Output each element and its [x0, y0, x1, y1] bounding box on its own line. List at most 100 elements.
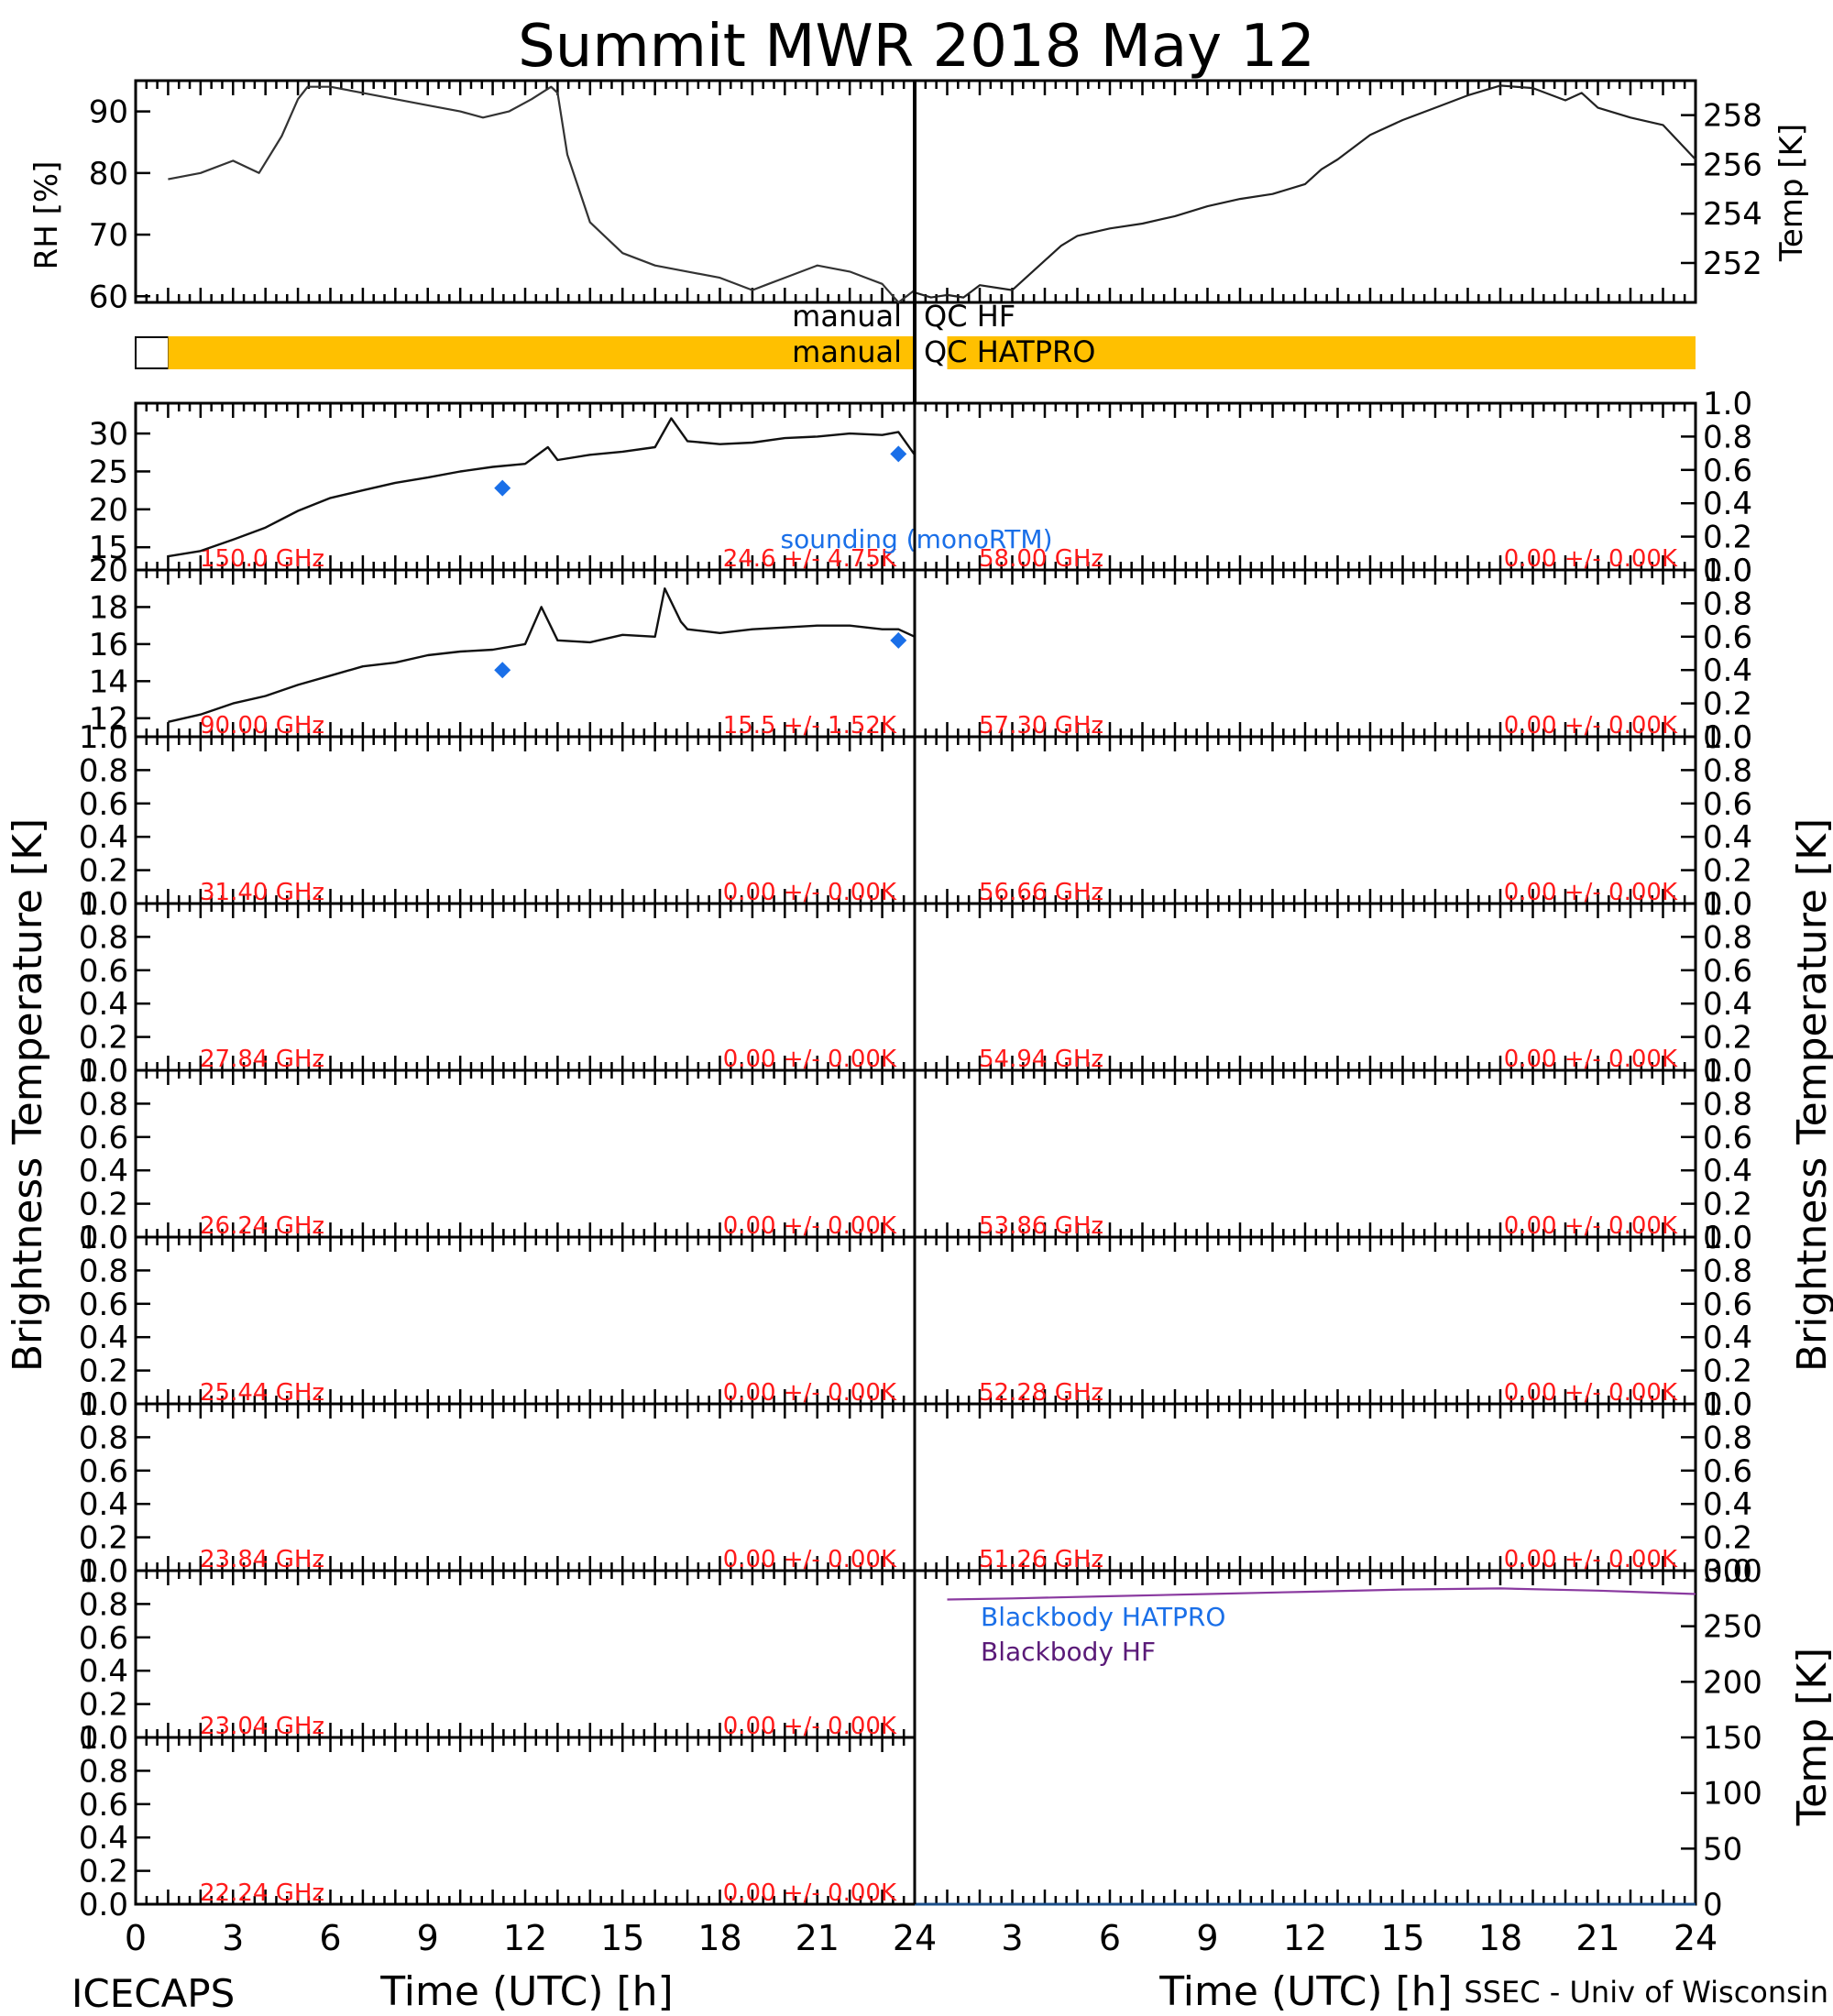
x-tick-label-right: 18: [1478, 1918, 1522, 1958]
y-tick-label: 100: [1703, 1776, 1762, 1813]
y-tick-label: 1.0: [1703, 1053, 1752, 1090]
y-tick-label: 1.0: [79, 886, 128, 923]
ylabel-tb-right: Brightness Temperature [K]: [1789, 818, 1833, 1372]
y-tick-label: 0.4: [1703, 986, 1752, 1023]
y-tick-label: 0.0: [79, 1720, 128, 1757]
frequency-label: 56.66 GHz: [979, 879, 1103, 906]
qc-hf-label-right: QC HF: [924, 299, 1015, 334]
y-tick-label: 1.0: [79, 719, 128, 756]
sounding-marker: [890, 445, 907, 463]
y-tick-label: 0.2: [1703, 1353, 1752, 1390]
y-tick-label: 25: [89, 454, 128, 490]
y-tick-label: 30: [89, 416, 128, 453]
y-tick-label: 0.6: [1703, 1287, 1752, 1323]
y-tick-label: 300: [1703, 1553, 1762, 1590]
y-tick-label: 254: [1703, 196, 1762, 233]
stat-label: 0.00 +/- 0.00K: [1504, 879, 1678, 906]
x-tick-label-right: 9: [1196, 1918, 1218, 1958]
y-tick-label: 0.0: [1703, 1053, 1752, 1090]
data-line: [168, 417, 916, 558]
x-tick-label-right: 12: [1283, 1918, 1327, 1958]
y-tick-label: 1.0: [79, 1053, 128, 1090]
sounding-marker: [494, 479, 511, 497]
y-tick-label: 0.8: [79, 1086, 128, 1123]
frequency-label: 27.84 GHz: [200, 1046, 324, 1073]
stat-label: 0.00 +/- 0.00K: [1504, 545, 1678, 573]
x-tick-label-left: 18: [697, 1918, 741, 1958]
y-tick-label: 0.8: [1703, 1253, 1752, 1289]
y-tick-label: 0.6: [1703, 786, 1752, 823]
y-tick-label: 0.2: [1703, 686, 1752, 723]
sounding-marker: [494, 662, 511, 679]
x-tick-label-right: 24: [1674, 1918, 1718, 1958]
y-tick-label: 0.2: [79, 1020, 128, 1057]
legend-sounding: sounding (monoRTM): [781, 524, 1053, 554]
y-tick-label: 0.0: [79, 1220, 128, 1256]
frequency-label: 53.86 GHz: [979, 1212, 1103, 1240]
figure-title: Summit MWR 2018 May 12: [518, 13, 1315, 81]
footer-left: ICECAPS: [71, 1971, 235, 2016]
frequency-label: 90.00 GHz: [200, 712, 324, 740]
y-tick-label: 200: [1703, 1664, 1762, 1701]
frequency-label: 23.04 GHz: [200, 1713, 324, 1740]
y-tick-label: 0.2: [1703, 520, 1752, 556]
stat-label: 0.00 +/- 0.00K: [723, 1046, 897, 1073]
y-tick-label: 256: [1703, 147, 1762, 183]
qc-hatpro-label-right: QC HATPRO: [924, 334, 1095, 369]
y-tick-label: 70: [89, 217, 128, 254]
frequency-label: 57.30 GHz: [979, 712, 1103, 740]
y-tick-label: 1.0: [1703, 719, 1752, 756]
legend-bb-hatpro: Blackbody HATPRO: [981, 1602, 1225, 1632]
y-tick-label: 0.4: [1703, 486, 1752, 522]
y-tick-label: 1.0: [79, 1220, 128, 1256]
y-tick-label: 0.6: [1703, 1453, 1752, 1490]
x-tick-label-left: 12: [503, 1918, 547, 1958]
y-tick-label: 0.6: [1703, 1120, 1752, 1156]
y-tick-label: 0.0: [1703, 886, 1752, 923]
stat-label: 0.00 +/- 0.00K: [1504, 1546, 1678, 1573]
y-tick-label: 0.2: [79, 1520, 128, 1557]
y-tick-label: 0.2: [1703, 1020, 1752, 1057]
y-tick-label: 150: [1703, 1720, 1762, 1757]
y-tick-label: 0.0: [1703, 719, 1752, 756]
y-tick-label: 0.2: [1703, 853, 1752, 890]
y-tick-label: 0.0: [79, 1553, 128, 1590]
stat-label: 15.5 +/- 1.52K: [723, 712, 897, 740]
y-tick-label: 16: [89, 627, 128, 663]
y-tick-label: 0.6: [79, 1120, 128, 1156]
y-tick-label: 14: [89, 663, 128, 700]
y-tick-label: 0.4: [1703, 652, 1752, 689]
y-tick-label: 0.2: [79, 853, 128, 890]
qc-hatpro-gap: [915, 336, 948, 369]
y-tick-label: 0.4: [79, 1820, 128, 1857]
y-tick-label: 0.6: [1703, 453, 1752, 489]
y-tick-label: 0.8: [1703, 752, 1752, 789]
stat-label: 0.00 +/- 0.00K: [723, 1713, 897, 1740]
y-tick-label: 1.0: [1703, 886, 1752, 923]
frequency-label: 22.24 GHz: [200, 1879, 324, 1907]
y-tick-label: 1.0: [1703, 553, 1752, 589]
frequency-label: 26.24 GHz: [200, 1212, 324, 1240]
frequency-label: 150.0 GHz: [200, 545, 324, 573]
y-tick-label: 0.8: [1703, 1419, 1752, 1456]
frequency-label: 51.26 GHz: [979, 1546, 1103, 1573]
y-tick-label: 20: [89, 553, 128, 589]
y-tick-label: 0.2: [1703, 1187, 1752, 1223]
x-tick-label-left: 24: [893, 1918, 937, 1958]
stat-label: 0.00 +/- 0.00K: [1504, 1046, 1678, 1073]
x-tick-label-left: 0: [125, 1918, 147, 1958]
ylabel-temp: Temp [K]: [1773, 124, 1810, 262]
ylabel-bb: Temp [K]: [1789, 1648, 1833, 1826]
y-tick-label: 1.0: [1703, 1386, 1752, 1423]
y-tick-label: 0.0: [79, 886, 128, 923]
y-tick-label: 0.0: [1703, 1386, 1752, 1423]
stat-label: 0.00 +/- 0.00K: [723, 879, 897, 906]
x-tick-label-right: 21: [1575, 1918, 1619, 1958]
y-tick-label: 0.6: [79, 786, 128, 823]
y-tick-label: 0.8: [79, 1253, 128, 1289]
x-tick-label-right: 3: [1001, 1918, 1023, 1958]
y-tick-label: 0.6: [1703, 953, 1752, 990]
x-tick-label-right: 15: [1380, 1918, 1424, 1958]
x-tick-label-left: 21: [796, 1918, 840, 1958]
frequency-label: 23.84 GHz: [200, 1546, 324, 1573]
